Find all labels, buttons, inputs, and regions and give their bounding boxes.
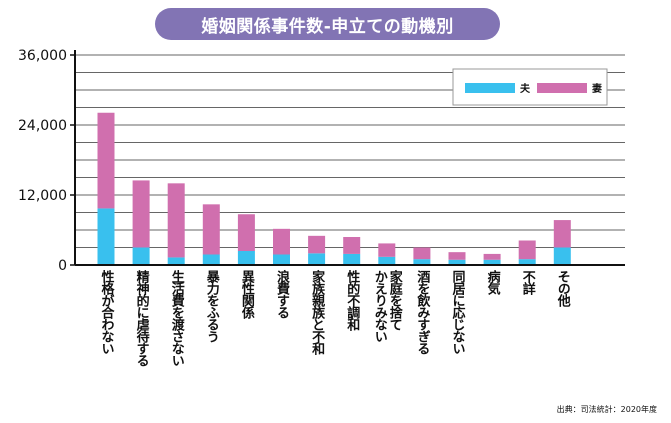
legend-label-wife: 妻	[592, 82, 602, 95]
category-label: 同居に応じない	[449, 270, 465, 354]
y-tick-label: 24,000	[18, 118, 67, 134]
legend-swatch-wife	[537, 83, 587, 93]
bar-segment-husband	[308, 253, 326, 265]
chart-title-badge: 婚姻関係事件数-申立ての動機別	[155, 8, 500, 40]
bar-segment-husband	[237, 251, 255, 265]
bar-segment-wife	[378, 243, 396, 257]
bar-segment-wife	[202, 204, 220, 255]
category-label: 異性関係	[238, 270, 254, 318]
bar-segment-wife	[167, 183, 185, 258]
category-label: 生活費を渡さない	[168, 270, 184, 366]
bar-segment-wife	[518, 240, 536, 260]
bar-segment-husband	[97, 208, 115, 265]
category-label: 病気	[484, 270, 500, 294]
bar-segment-wife	[553, 220, 571, 248]
bar-segment-husband	[202, 254, 220, 265]
chart-title: 婚姻関係事件数-申立ての動機別	[201, 16, 454, 37]
category-label: 酒を飲みすぎる	[414, 270, 430, 354]
bar-segment-husband	[132, 247, 150, 265]
bar-segment-wife	[237, 214, 255, 251]
bar-segment-husband	[343, 253, 361, 265]
axes: 0 12,000 24,000 36,000	[18, 48, 625, 274]
bar-segment-wife	[273, 228, 290, 255]
legend: 夫 妻	[452, 68, 608, 106]
bar-segment-husband	[553, 247, 571, 265]
legend-swatch-husband	[465, 83, 515, 93]
category-label: 性的不調和	[344, 270, 360, 330]
y-tick-label: 0	[58, 258, 67, 274]
bar-segment-wife	[132, 180, 150, 248]
bar-segment-husband	[413, 259, 431, 265]
bar-segment-husband	[448, 259, 466, 265]
bar-segment-wife	[343, 237, 361, 254]
source-note: 出典：司法統計：2020年度	[556, 405, 657, 414]
bar-segment-husband	[378, 256, 396, 265]
bar-segment-husband	[273, 254, 290, 265]
category-label: 浪費する	[274, 270, 289, 318]
category-label: 家庭を捨て かえりみない	[371, 270, 402, 342]
category-label: 不詳	[519, 270, 535, 294]
bar-segment-wife	[97, 112, 115, 209]
bar-segment-wife	[308, 235, 326, 254]
y-tick-label: 12,000	[18, 188, 67, 204]
bar-segment-wife	[413, 247, 431, 260]
category-label: その他	[554, 270, 570, 306]
y-tick-label: 36,000	[18, 48, 67, 64]
bar-segment-husband	[518, 259, 536, 265]
category-label: 家族親族と不和	[309, 270, 325, 354]
bar-segment-wife	[448, 252, 466, 260]
category-label: 精神的に虐待する	[133, 270, 149, 366]
bars	[97, 112, 571, 265]
bar-segment-wife	[483, 253, 501, 260]
legend-label-husband: 夫	[519, 82, 531, 95]
bar-segment-husband	[167, 257, 185, 265]
bar-segment-husband	[483, 259, 501, 265]
category-label: 暴力をふるう	[203, 270, 219, 342]
category-label: 性格が合わない	[98, 270, 114, 354]
